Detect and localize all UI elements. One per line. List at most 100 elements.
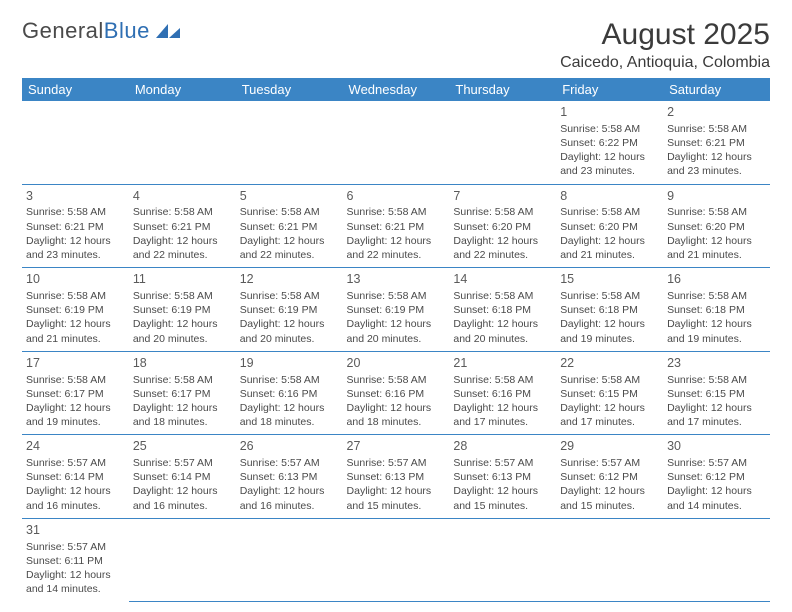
sunset-line: Sunset: 6:14 PM [26, 470, 125, 484]
sunset-line: Sunset: 6:18 PM [560, 303, 659, 317]
daylight-line: Daylight: 12 hours and 16 minutes. [133, 484, 232, 512]
day-number: 11 [133, 271, 232, 288]
sunrise-line: Sunrise: 5:58 AM [560, 289, 659, 303]
day-number: 1 [560, 104, 659, 121]
daylight-line: Daylight: 12 hours and 20 minutes. [347, 317, 446, 345]
day-number: 26 [240, 438, 339, 455]
daylight-line: Daylight: 12 hours and 23 minutes. [667, 150, 766, 178]
sunset-line: Sunset: 6:14 PM [133, 470, 232, 484]
calendar-empty-cell [449, 101, 556, 184]
calendar-day-cell: 24Sunrise: 5:57 AMSunset: 6:14 PMDayligh… [22, 435, 129, 519]
sunrise-line: Sunrise: 5:58 AM [560, 122, 659, 136]
daylight-line: Daylight: 12 hours and 19 minutes. [667, 317, 766, 345]
day-number: 5 [240, 188, 339, 205]
day-number: 3 [26, 188, 125, 205]
sunset-line: Sunset: 6:22 PM [560, 136, 659, 150]
day-number: 13 [347, 271, 446, 288]
calendar-table: SundayMondayTuesdayWednesdayThursdayFrid… [22, 78, 770, 602]
calendar-day-cell: 14Sunrise: 5:58 AMSunset: 6:18 PMDayligh… [449, 268, 556, 352]
sunrise-line: Sunrise: 5:58 AM [133, 373, 232, 387]
calendar-day-cell: 8Sunrise: 5:58 AMSunset: 6:20 PMDaylight… [556, 184, 663, 268]
day-number: 27 [347, 438, 446, 455]
day-number: 17 [26, 355, 125, 372]
sunset-line: Sunset: 6:18 PM [453, 303, 552, 317]
sunrise-line: Sunrise: 5:58 AM [240, 289, 339, 303]
daylight-line: Daylight: 12 hours and 21 minutes. [560, 234, 659, 262]
sunset-line: Sunset: 6:19 PM [133, 303, 232, 317]
logo-text-2: Blue [104, 18, 150, 44]
calendar-empty-cell [449, 518, 556, 601]
day-number: 4 [133, 188, 232, 205]
title-block: August 2025 Caicedo, Antioquia, Colombia [560, 18, 770, 72]
sunrise-line: Sunrise: 5:57 AM [133, 456, 232, 470]
calendar-day-cell: 25Sunrise: 5:57 AMSunset: 6:14 PMDayligh… [129, 435, 236, 519]
header: GeneralBlue August 2025 Caicedo, Antioqu… [22, 18, 770, 72]
daylight-line: Daylight: 12 hours and 20 minutes. [133, 317, 232, 345]
calendar-week-row: 31Sunrise: 5:57 AMSunset: 6:11 PMDayligh… [22, 518, 770, 601]
sunset-line: Sunset: 6:12 PM [560, 470, 659, 484]
daylight-line: Daylight: 12 hours and 16 minutes. [240, 484, 339, 512]
sunrise-line: Sunrise: 5:58 AM [667, 205, 766, 219]
sunrise-line: Sunrise: 5:58 AM [560, 373, 659, 387]
sunset-line: Sunset: 6:19 PM [26, 303, 125, 317]
day-number: 15 [560, 271, 659, 288]
daylight-line: Daylight: 12 hours and 23 minutes. [560, 150, 659, 178]
weekday-header: Saturday [663, 78, 770, 101]
sunrise-line: Sunrise: 5:58 AM [240, 205, 339, 219]
day-number: 24 [26, 438, 125, 455]
day-number: 7 [453, 188, 552, 205]
sunrise-line: Sunrise: 5:57 AM [453, 456, 552, 470]
day-number: 9 [667, 188, 766, 205]
sunrise-line: Sunrise: 5:58 AM [26, 289, 125, 303]
sunrise-line: Sunrise: 5:58 AM [667, 373, 766, 387]
logo-text-1: General [22, 18, 104, 44]
daylight-line: Daylight: 12 hours and 21 minutes. [26, 317, 125, 345]
daylight-line: Daylight: 12 hours and 15 minutes. [453, 484, 552, 512]
calendar-day-cell: 26Sunrise: 5:57 AMSunset: 6:13 PMDayligh… [236, 435, 343, 519]
sunset-line: Sunset: 6:16 PM [347, 387, 446, 401]
daylight-line: Daylight: 12 hours and 15 minutes. [560, 484, 659, 512]
calendar-day-cell: 4Sunrise: 5:58 AMSunset: 6:21 PMDaylight… [129, 184, 236, 268]
sunset-line: Sunset: 6:17 PM [26, 387, 125, 401]
sunrise-line: Sunrise: 5:58 AM [560, 205, 659, 219]
daylight-line: Daylight: 12 hours and 18 minutes. [347, 401, 446, 429]
calendar-empty-cell [129, 518, 236, 601]
sunset-line: Sunset: 6:18 PM [667, 303, 766, 317]
sunset-line: Sunset: 6:20 PM [453, 220, 552, 234]
month-title: August 2025 [560, 18, 770, 52]
sunset-line: Sunset: 6:21 PM [240, 220, 339, 234]
sunset-line: Sunset: 6:16 PM [453, 387, 552, 401]
day-number: 31 [26, 522, 125, 539]
day-number: 8 [560, 188, 659, 205]
sunrise-line: Sunrise: 5:58 AM [453, 373, 552, 387]
day-number: 10 [26, 271, 125, 288]
sunrise-line: Sunrise: 5:58 AM [347, 289, 446, 303]
calendar-day-cell: 22Sunrise: 5:58 AMSunset: 6:15 PMDayligh… [556, 351, 663, 435]
sunset-line: Sunset: 6:13 PM [240, 470, 339, 484]
calendar-day-cell: 17Sunrise: 5:58 AMSunset: 6:17 PMDayligh… [22, 351, 129, 435]
calendar-day-cell: 28Sunrise: 5:57 AMSunset: 6:13 PMDayligh… [449, 435, 556, 519]
calendar-day-cell: 19Sunrise: 5:58 AMSunset: 6:16 PMDayligh… [236, 351, 343, 435]
daylight-line: Daylight: 12 hours and 14 minutes. [26, 568, 125, 596]
calendar-day-cell: 29Sunrise: 5:57 AMSunset: 6:12 PMDayligh… [556, 435, 663, 519]
sunrise-line: Sunrise: 5:58 AM [26, 205, 125, 219]
sunrise-line: Sunrise: 5:58 AM [453, 205, 552, 219]
calendar-empty-cell [556, 518, 663, 601]
calendar-empty-cell [236, 518, 343, 601]
calendar-empty-cell [129, 101, 236, 184]
sunset-line: Sunset: 6:13 PM [453, 470, 552, 484]
sunrise-line: Sunrise: 5:58 AM [347, 373, 446, 387]
daylight-line: Daylight: 12 hours and 21 minutes. [667, 234, 766, 262]
calendar-day-cell: 15Sunrise: 5:58 AMSunset: 6:18 PMDayligh… [556, 268, 663, 352]
logo: GeneralBlue [22, 18, 182, 44]
calendar-week-row: 10Sunrise: 5:58 AMSunset: 6:19 PMDayligh… [22, 268, 770, 352]
sunset-line: Sunset: 6:19 PM [347, 303, 446, 317]
sunset-line: Sunset: 6:13 PM [347, 470, 446, 484]
sunrise-line: Sunrise: 5:58 AM [347, 205, 446, 219]
calendar-day-cell: 21Sunrise: 5:58 AMSunset: 6:16 PMDayligh… [449, 351, 556, 435]
weekday-header: Thursday [449, 78, 556, 101]
daylight-line: Daylight: 12 hours and 22 minutes. [240, 234, 339, 262]
weekday-header: Friday [556, 78, 663, 101]
calendar-day-cell: 20Sunrise: 5:58 AMSunset: 6:16 PMDayligh… [343, 351, 450, 435]
daylight-line: Daylight: 12 hours and 19 minutes. [560, 317, 659, 345]
